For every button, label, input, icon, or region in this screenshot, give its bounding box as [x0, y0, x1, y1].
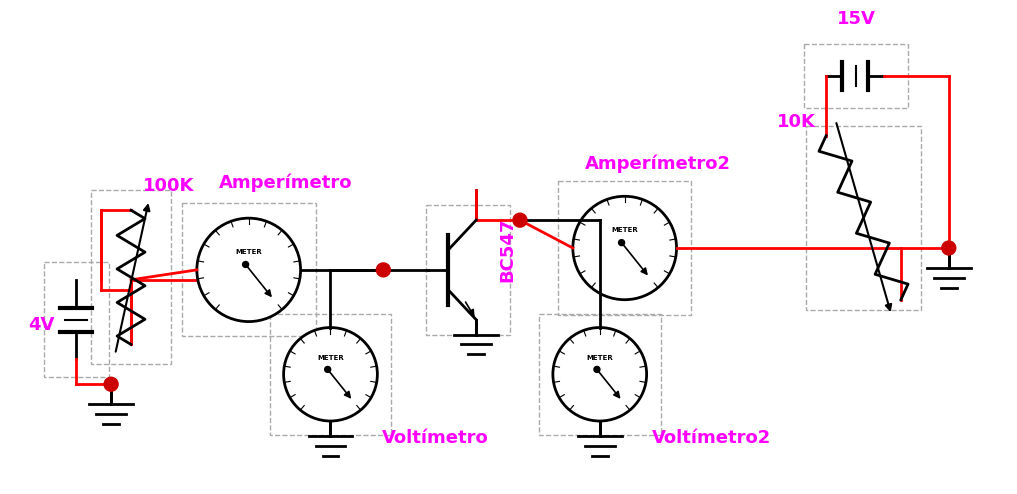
Circle shape: [573, 196, 676, 300]
Text: BC547: BC547: [498, 218, 516, 282]
Circle shape: [513, 213, 527, 227]
Circle shape: [594, 367, 600, 372]
Bar: [44, 262, 109, 377]
Bar: [270, 314, 392, 435]
Circle shape: [284, 328, 377, 421]
Circle shape: [197, 218, 301, 322]
Text: Voltímetro: Voltímetro: [382, 429, 489, 447]
Circle shape: [942, 241, 956, 255]
Bar: [806, 125, 920, 310]
Circle shape: [324, 367, 331, 372]
Circle shape: [243, 261, 248, 267]
Text: 4V: 4V: [28, 316, 55, 333]
Text: METER: METER: [611, 227, 638, 233]
Text: Amperímetro: Amperímetro: [219, 173, 352, 192]
Text: 10K: 10K: [777, 113, 817, 130]
Text: METER: METER: [235, 249, 262, 255]
Bar: [539, 314, 661, 435]
Circle shape: [376, 263, 391, 277]
Text: METER: METER: [587, 355, 613, 361]
Text: Voltímetro2: Voltímetro2: [652, 429, 771, 447]
Bar: [558, 181, 692, 315]
Bar: [803, 43, 908, 108]
Circle shape: [553, 328, 647, 421]
Bar: [426, 205, 511, 334]
Text: 15V: 15V: [837, 10, 876, 28]
Text: 100K: 100K: [143, 177, 194, 195]
Circle shape: [618, 240, 624, 246]
Bar: [92, 190, 171, 365]
Circle shape: [104, 377, 118, 391]
Bar: [182, 203, 315, 336]
Text: Amperímetro2: Amperímetro2: [585, 155, 731, 173]
Text: METER: METER: [317, 355, 344, 361]
